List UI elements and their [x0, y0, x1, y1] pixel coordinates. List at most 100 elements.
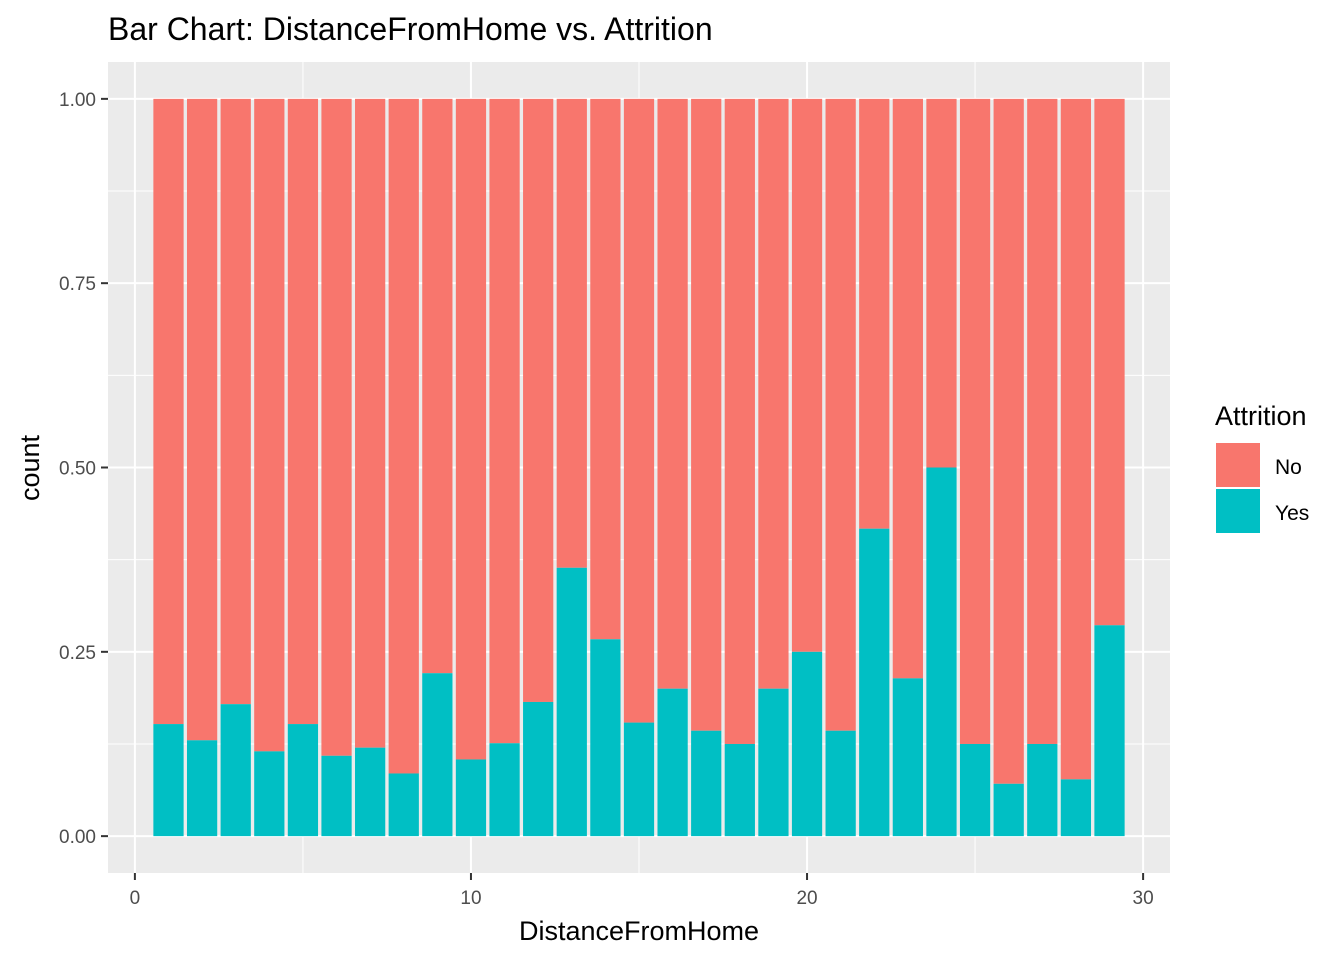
- bar-yes-23: [892, 678, 923, 837]
- bar-no-16: [657, 98, 688, 689]
- bar-group-17: [691, 98, 722, 837]
- bar-group-28: [1060, 98, 1092, 837]
- bar-no-14: [590, 98, 621, 640]
- x-tick-label: 10: [460, 888, 481, 909]
- bar-yes-21: [825, 730, 856, 837]
- bar-no-2: [186, 98, 218, 741]
- bar-group-8: [388, 98, 419, 837]
- y-axis-title: count: [15, 434, 45, 501]
- bar-yes-11: [489, 743, 520, 837]
- bar-yes-16: [657, 688, 688, 837]
- legend-label-yes: Yes: [1275, 502, 1309, 525]
- bar-group-29: [1094, 98, 1125, 837]
- bar-no-26: [993, 98, 1024, 784]
- bar-yes-27: [1027, 743, 1058, 837]
- bar-no-18: [724, 98, 755, 744]
- bar-group-14: [590, 98, 621, 837]
- bar-group-6: [321, 98, 352, 837]
- bar-no-29: [1094, 98, 1125, 626]
- bar-no-25: [959, 98, 991, 744]
- bar-group-11: [489, 98, 520, 837]
- y-tick-label: 0.50: [59, 459, 96, 480]
- bar-yes-29: [1094, 625, 1125, 837]
- bar-no-1: [153, 98, 184, 725]
- bar-group-15: [623, 98, 655, 837]
- legend: Attrition No Yes: [1215, 401, 1309, 533]
- bar-group-19: [758, 98, 789, 837]
- bar-yes-14: [590, 639, 621, 837]
- bar-group-22: [859, 98, 890, 837]
- bar-no-10: [455, 98, 487, 760]
- chart-title: Bar Chart: DistanceFromHome vs. Attritio…: [108, 11, 713, 47]
- legend-label-no: No: [1275, 456, 1302, 479]
- bar-no-28: [1060, 98, 1092, 780]
- x-tick-label: 0: [130, 888, 141, 909]
- bar-yes-25: [959, 743, 991, 837]
- bar-yes-3: [220, 704, 251, 837]
- bar-group-10: [455, 98, 487, 837]
- bar-group-1: [153, 98, 184, 837]
- bar-yes-2: [186, 740, 218, 837]
- bar-no-20: [791, 98, 823, 652]
- bar-no-3: [220, 98, 251, 705]
- bar-no-8: [388, 98, 419, 774]
- bar-no-7: [355, 98, 386, 748]
- bar-yes-7: [355, 747, 386, 837]
- bar-group-27: [1027, 98, 1058, 837]
- bar-yes-18: [724, 743, 755, 837]
- bar-no-11: [489, 98, 520, 744]
- bar-no-12: [523, 98, 554, 702]
- bar-no-23: [892, 98, 923, 679]
- bar-group-12: [523, 98, 554, 837]
- x-tick-label: 20: [796, 888, 817, 909]
- bar-no-9: [422, 98, 453, 674]
- bar-group-7: [355, 98, 386, 837]
- bar-group-5: [287, 98, 319, 837]
- y-tick-label: 1.00: [59, 90, 96, 111]
- bar-yes-6: [321, 755, 352, 837]
- bar-no-21: [825, 98, 856, 731]
- bar-group-18: [724, 98, 755, 837]
- bar-group-25: [959, 98, 991, 837]
- bar-group-24: [926, 98, 957, 837]
- bar-group-9: [422, 98, 453, 837]
- x-axis-title: DistanceFromHome: [519, 916, 759, 946]
- y-tick-label: 0.00: [59, 827, 96, 848]
- bar-yes-10: [455, 759, 487, 837]
- bar-no-27: [1027, 98, 1058, 744]
- bar-no-6: [321, 98, 352, 756]
- axes: 0.00 0.25 0.50 0.75 1.00 0 10 20 30: [59, 90, 1154, 909]
- bar-no-22: [859, 98, 890, 529]
- bars: [153, 98, 1125, 837]
- bar-no-24: [926, 98, 957, 468]
- legend-swatch-no: [1216, 443, 1260, 487]
- bar-yes-4: [254, 751, 285, 837]
- bar-yes-9: [422, 673, 453, 837]
- bar-yes-8: [388, 773, 419, 837]
- bar-yes-5: [287, 724, 319, 837]
- legend-title: Attrition: [1215, 401, 1307, 431]
- bar-yes-17: [691, 730, 722, 837]
- legend-swatch-yes: [1216, 489, 1260, 533]
- bar-yes-1: [153, 724, 184, 837]
- bar-yes-20: [791, 651, 823, 837]
- bar-no-5: [287, 98, 319, 725]
- bar-yes-22: [859, 528, 890, 837]
- bar-yes-15: [623, 722, 655, 837]
- bar-group-3: [220, 98, 251, 837]
- bar-group-2: [186, 98, 218, 837]
- bar-yes-13: [556, 567, 587, 837]
- bar-no-4: [254, 98, 285, 752]
- bar-no-13: [556, 98, 587, 568]
- bar-yes-12: [523, 701, 554, 837]
- bar-group-16: [657, 98, 688, 837]
- bar-yes-24: [926, 467, 957, 837]
- bar-group-23: [892, 98, 923, 837]
- bar-no-15: [623, 98, 655, 723]
- bar-no-17: [691, 98, 722, 731]
- bar-group-20: [791, 98, 823, 837]
- x-tick-label: 30: [1133, 888, 1154, 909]
- bar-group-4: [254, 98, 285, 837]
- y-tick-label: 0.75: [59, 274, 96, 295]
